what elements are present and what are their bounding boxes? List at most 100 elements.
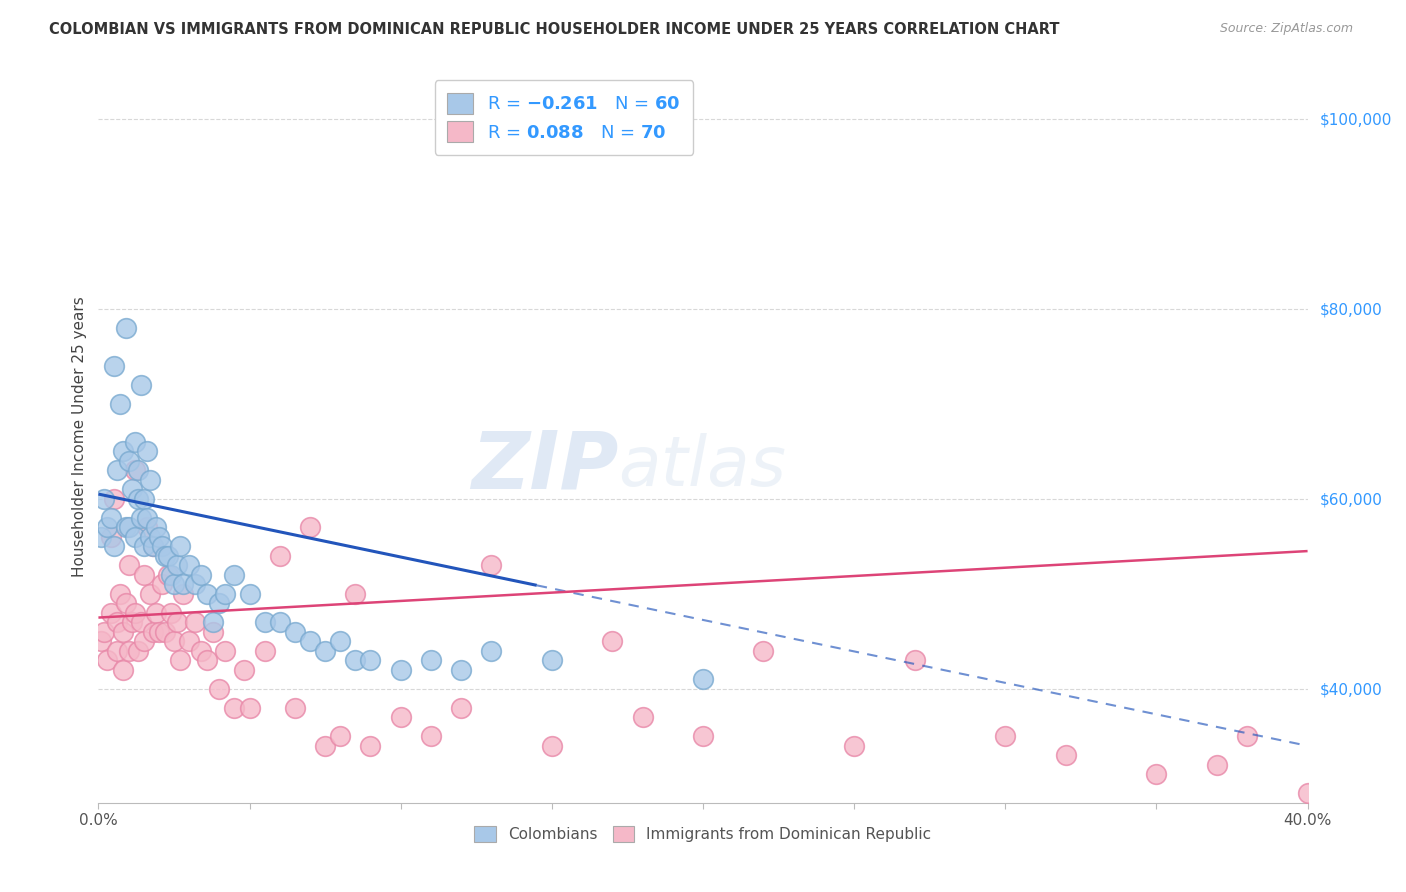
Point: [195, 653, 218, 667]
Point: [1144, 767, 1167, 781]
Point: [103, 539, 125, 553]
Point: [145, 606, 167, 620]
Point: [166, 558, 188, 573]
Point: [135, 520, 157, 534]
Point: [224, 701, 246, 715]
Point: [602, 634, 624, 648]
Point: [114, 596, 136, 610]
Point: [105, 615, 128, 630]
Point: [253, 615, 276, 630]
Point: [172, 577, 194, 591]
Point: [389, 663, 412, 677]
Point: [100, 606, 122, 620]
Point: [208, 596, 231, 610]
Point: [148, 530, 170, 544]
Point: [118, 454, 141, 468]
Point: [284, 624, 307, 639]
Point: [114, 520, 136, 534]
Point: [329, 729, 352, 743]
Point: [1206, 757, 1229, 772]
Point: [540, 739, 562, 753]
Point: [239, 701, 262, 715]
Point: [214, 644, 236, 658]
Point: [132, 567, 155, 582]
Point: [195, 587, 218, 601]
Point: [153, 624, 176, 639]
Point: [190, 644, 212, 658]
Point: [202, 615, 225, 630]
Point: [160, 567, 183, 582]
Point: [1236, 729, 1258, 743]
Point: [124, 606, 146, 620]
Point: [156, 549, 179, 563]
Text: COLOMBIAN VS IMMIGRANTS FROM DOMINICAN REPUBLIC HOUSEHOLDER INCOME UNDER 25 YEAR: COLOMBIAN VS IMMIGRANTS FROM DOMINICAN R…: [49, 22, 1060, 37]
Point: [844, 739, 866, 753]
Point: [1296, 786, 1319, 800]
Text: Source: ZipAtlas.com: Source: ZipAtlas.com: [1219, 22, 1353, 36]
Point: [111, 444, 134, 458]
Point: [329, 634, 352, 648]
Point: [148, 624, 170, 639]
Point: [169, 653, 191, 667]
Point: [100, 530, 122, 544]
Point: [253, 644, 276, 658]
Point: [96, 520, 118, 534]
Point: [129, 377, 152, 392]
Point: [145, 520, 167, 534]
Point: [232, 663, 254, 677]
Point: [105, 644, 128, 658]
Point: [994, 729, 1017, 743]
Point: [118, 558, 141, 573]
Point: [93, 624, 115, 639]
Text: ZIP: ZIP: [471, 427, 619, 506]
Point: [124, 530, 146, 544]
Point: [481, 644, 503, 658]
Text: atlas: atlas: [619, 433, 786, 500]
Point: [269, 615, 291, 630]
Point: [142, 539, 165, 553]
Point: [420, 729, 443, 743]
Point: [129, 511, 152, 525]
Point: [108, 397, 131, 411]
Point: [150, 539, 173, 553]
Point: [93, 491, 115, 506]
Point: [284, 701, 307, 715]
Point: [344, 587, 367, 601]
Point: [153, 549, 176, 563]
Point: [314, 739, 336, 753]
Point: [202, 624, 225, 639]
Point: [299, 520, 322, 534]
Point: [184, 577, 207, 591]
Point: [224, 567, 246, 582]
Y-axis label: Householder Income Under 25 years: Householder Income Under 25 years: [72, 297, 87, 577]
Point: [184, 615, 207, 630]
Point: [121, 615, 143, 630]
Point: [132, 491, 155, 506]
Point: [208, 681, 231, 696]
Point: [172, 587, 194, 601]
Point: [118, 520, 141, 534]
Point: [139, 473, 162, 487]
Point: [142, 624, 165, 639]
Point: [631, 710, 654, 724]
Point: [90, 634, 112, 648]
Point: [108, 587, 131, 601]
Point: [90, 530, 112, 544]
Point: [139, 587, 162, 601]
Point: [129, 615, 152, 630]
Point: [299, 634, 322, 648]
Point: [314, 644, 336, 658]
Point: [103, 359, 125, 373]
Point: [160, 606, 183, 620]
Point: [166, 615, 188, 630]
Point: [450, 663, 472, 677]
Point: [114, 321, 136, 335]
Point: [111, 624, 134, 639]
Point: [132, 634, 155, 648]
Point: [135, 444, 157, 458]
Point: [118, 644, 141, 658]
Point: [169, 539, 191, 553]
Point: [132, 539, 155, 553]
Point: [692, 673, 714, 687]
Point: [450, 701, 472, 715]
